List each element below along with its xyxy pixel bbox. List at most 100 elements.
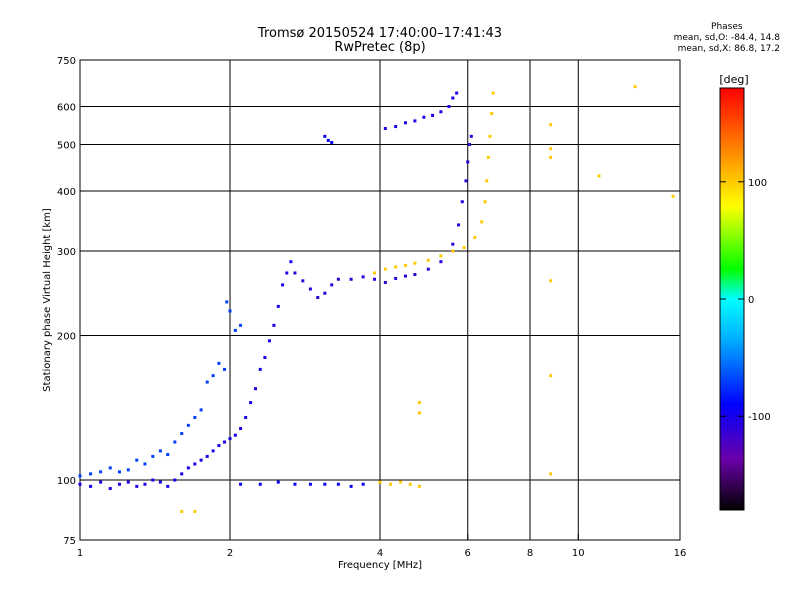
data-point <box>308 287 312 291</box>
data-point <box>485 179 489 183</box>
data-points <box>78 85 675 513</box>
colorbar-unit: [deg] <box>719 73 748 86</box>
data-point <box>78 474 82 478</box>
data-point <box>99 480 103 484</box>
data-point <box>211 374 215 378</box>
data-point <box>447 105 451 109</box>
data-point <box>239 482 243 486</box>
data-point <box>239 427 243 431</box>
data-point <box>180 509 184 513</box>
x-tick-label: 4 <box>377 548 383 559</box>
data-point <box>244 415 248 419</box>
data-point <box>549 279 553 283</box>
chart-title: Tromsø 20150524 17:40:00–17:41:43 <box>257 26 503 41</box>
data-point <box>225 300 229 304</box>
data-point <box>151 454 155 458</box>
data-point <box>413 273 417 277</box>
data-point <box>180 472 184 476</box>
data-point <box>199 458 203 462</box>
data-point <box>316 296 320 300</box>
data-point <box>361 275 365 279</box>
data-point <box>336 482 340 486</box>
data-point <box>462 246 466 250</box>
data-point <box>308 482 312 486</box>
colorbar-tick-label: -100 <box>748 412 771 423</box>
data-point <box>671 194 675 198</box>
data-point <box>383 267 387 271</box>
data-point <box>158 449 162 453</box>
data-point <box>99 470 103 474</box>
data-point <box>173 478 177 482</box>
data-point <box>293 482 297 486</box>
data-point <box>439 254 443 258</box>
data-point <box>451 249 455 253</box>
data-point <box>361 482 365 486</box>
data-point <box>233 433 237 437</box>
x-tick-label: 10 <box>572 548 585 559</box>
data-point <box>451 242 455 246</box>
phases-x-line: mean, sd,X: 86.8, 17.2 <box>677 44 780 54</box>
colorbar-ticks: 100 0 -100 <box>720 178 771 423</box>
data-point <box>126 480 130 484</box>
data-point <box>78 482 82 486</box>
y-tick-label: 600 <box>57 103 76 114</box>
data-point <box>480 220 484 224</box>
data-point <box>469 134 473 138</box>
data-point <box>373 277 377 281</box>
data-point <box>301 279 305 283</box>
data-point <box>239 323 243 327</box>
data-point <box>549 123 553 127</box>
data-point <box>426 267 430 271</box>
y-tick-label: 500 <box>57 141 76 152</box>
data-point <box>205 380 209 384</box>
data-point <box>263 355 267 359</box>
data-point <box>466 160 470 164</box>
data-point <box>158 480 162 484</box>
x-tick-label: 6 <box>465 548 471 559</box>
data-point <box>180 432 184 436</box>
grid-lines <box>80 60 680 540</box>
data-point <box>173 440 177 444</box>
data-point <box>439 260 443 264</box>
data-point <box>293 271 297 275</box>
data-point <box>186 466 190 470</box>
data-point <box>457 223 461 227</box>
data-point <box>223 440 227 444</box>
data-point <box>249 401 253 405</box>
data-point <box>431 113 435 117</box>
data-point <box>326 138 330 142</box>
data-point <box>281 283 285 287</box>
data-point <box>451 96 455 100</box>
data-point <box>486 155 490 159</box>
data-point <box>549 374 553 378</box>
data-point <box>199 408 203 412</box>
data-point <box>205 454 209 458</box>
data-point <box>166 484 170 488</box>
data-point <box>143 482 147 486</box>
data-point <box>439 110 443 114</box>
y-tick-label: 200 <box>57 332 76 343</box>
data-point <box>276 304 280 308</box>
data-point <box>488 134 492 138</box>
data-point <box>258 482 262 486</box>
data-point <box>135 484 139 488</box>
data-point <box>491 91 495 95</box>
x-tick-label: 1 <box>77 548 83 559</box>
data-point <box>349 277 353 281</box>
data-point <box>455 91 459 95</box>
data-point <box>89 484 93 488</box>
data-point <box>417 484 421 488</box>
data-point <box>193 509 197 513</box>
data-point <box>394 265 398 269</box>
data-point <box>228 309 232 313</box>
data-point <box>403 274 407 278</box>
data-point <box>117 470 121 474</box>
data-point <box>108 487 112 491</box>
y-axis-ticks: 75 100 200 300 400 500 600 750 <box>57 56 86 547</box>
data-point <box>422 115 426 119</box>
x-tick-label: 2 <box>227 548 233 559</box>
data-point <box>126 468 130 472</box>
data-point <box>223 367 227 371</box>
data-point <box>336 277 340 281</box>
